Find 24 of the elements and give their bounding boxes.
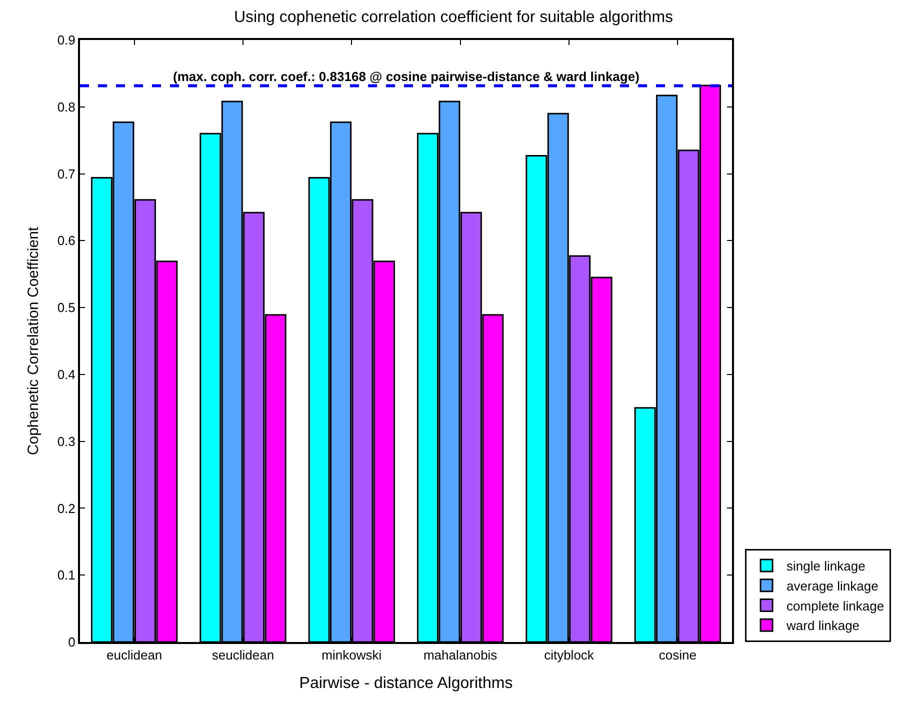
chart-title: Using cophenetic correlation coefficient for suitable algorithms [234,8,674,26]
legend-label: average linkage [786,578,878,594]
x-tick-label: mahalanobis [423,648,498,663]
y-axis-title: Cophenetic Correlation Coefficient [25,226,42,456]
y-tick-label: 0.1 [57,568,76,583]
y-tick-label: 0.5 [57,300,76,316]
legend-label: ward linkage [786,618,860,634]
x-tick-label: cityblock [544,648,594,663]
x-tick-label: minkowski [322,648,382,663]
y-tick-label: 0.3 [57,434,76,449]
y-tick-label: 0.6 [57,233,76,248]
legend-label: complete linkage [786,598,884,614]
y-tick-label: 0.4 [57,366,76,382]
x-tick-label: seuclidean [212,648,274,663]
y-tick-label: 0.9 [57,32,76,48]
x-axis-title: Pairwise - distance Algorithms [299,674,513,692]
x-tick-label: euclidean [106,648,162,663]
y-tick-label: 0.2 [57,500,76,516]
x-tick-label: cosine [658,648,696,663]
y-tick-label: 0.7 [57,166,76,182]
legend-label: single linkage [786,558,866,574]
ref-line-label: (max. coph. corr. coef.: 0.83168 @ cosine pairwise-distance & ward linkage) [173,69,640,84]
y-tick-label: 0 [68,634,76,650]
y-tick-label: 0.8 [57,99,76,114]
